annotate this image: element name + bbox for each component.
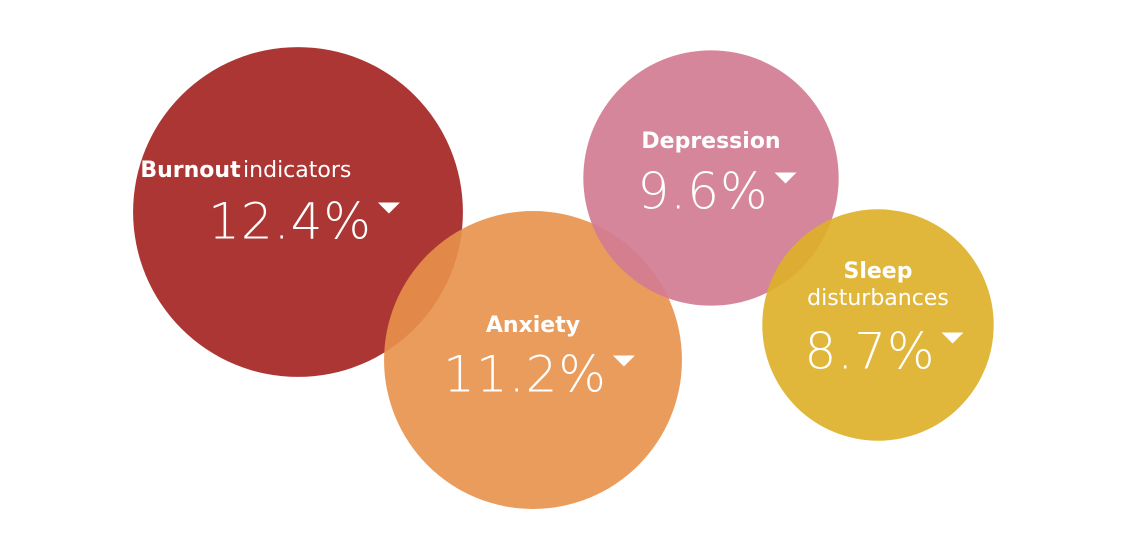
down-arrow <box>941 332 964 344</box>
bubble-value: 8.7% <box>804 323 935 381</box>
down-arrow <box>612 355 635 367</box>
bubble-label: indicators <box>243 158 351 183</box>
down-arrow <box>774 172 797 184</box>
down-arrow <box>377 202 400 214</box>
bubble <box>133 47 463 377</box>
bubble-label: Sleep <box>844 259 913 284</box>
bubble-value: 12.4% <box>208 193 372 251</box>
bubble-value: 9.6% <box>637 163 768 221</box>
bubble-label: Anxiety <box>486 313 580 338</box>
bubble-label: Burnout <box>140 158 241 183</box>
bubble <box>762 209 994 441</box>
bubble-value: 11.2% <box>443 346 607 404</box>
bubble-label: disturbances <box>807 286 949 311</box>
bubble-label: Depression <box>641 129 780 154</box>
bubble <box>583 50 839 306</box>
bubble <box>384 211 682 509</box>
